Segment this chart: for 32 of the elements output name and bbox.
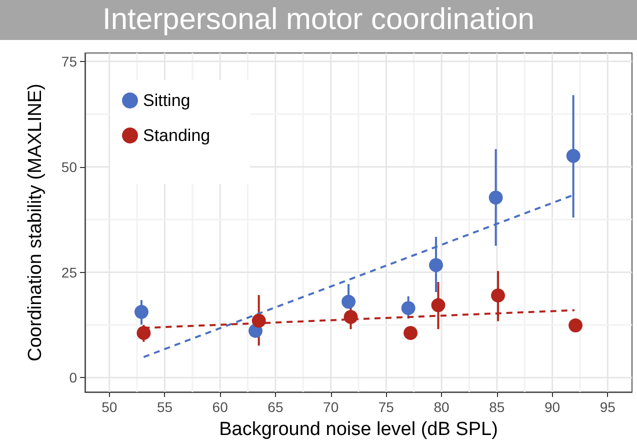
x-tick-label: 50 <box>102 399 118 415</box>
point <box>429 258 444 272</box>
x-tick-label: 70 <box>323 399 339 415</box>
legend-label: Standing <box>143 126 210 145</box>
chart-title: Interpersonal motor coordination <box>0 0 637 40</box>
point <box>134 304 148 319</box>
point <box>566 148 580 163</box>
x-tick-label: 75 <box>378 399 394 415</box>
y-tick-label: 25 <box>61 264 78 280</box>
point <box>252 314 266 328</box>
y-tick-label: 50 <box>61 158 78 175</box>
point <box>488 190 503 205</box>
x-tick-label: 90 <box>544 399 560 415</box>
point <box>431 298 446 312</box>
x-axis-title: Background noise level (dB SPL) <box>219 419 498 440</box>
legend-label: Sitting <box>143 91 190 110</box>
x-tick-label: 65 <box>268 399 284 415</box>
x-tick-label: 60 <box>212 399 228 415</box>
point <box>491 288 506 302</box>
point <box>404 326 418 340</box>
x-tick-label: 95 <box>600 399 616 415</box>
point <box>568 318 583 332</box>
point <box>401 301 416 316</box>
x-tick-label: 85 <box>489 399 505 415</box>
point <box>342 294 356 309</box>
y-tick-label: 0 <box>69 370 78 386</box>
y-axis-title: Coordination stability (MAXLINE) <box>25 84 46 362</box>
x-tick-label: 55 <box>156 399 173 415</box>
point <box>344 310 358 324</box>
y-tick-label: 75 <box>61 53 78 70</box>
x-tick-label: 80 <box>434 399 450 415</box>
point <box>136 326 151 340</box>
